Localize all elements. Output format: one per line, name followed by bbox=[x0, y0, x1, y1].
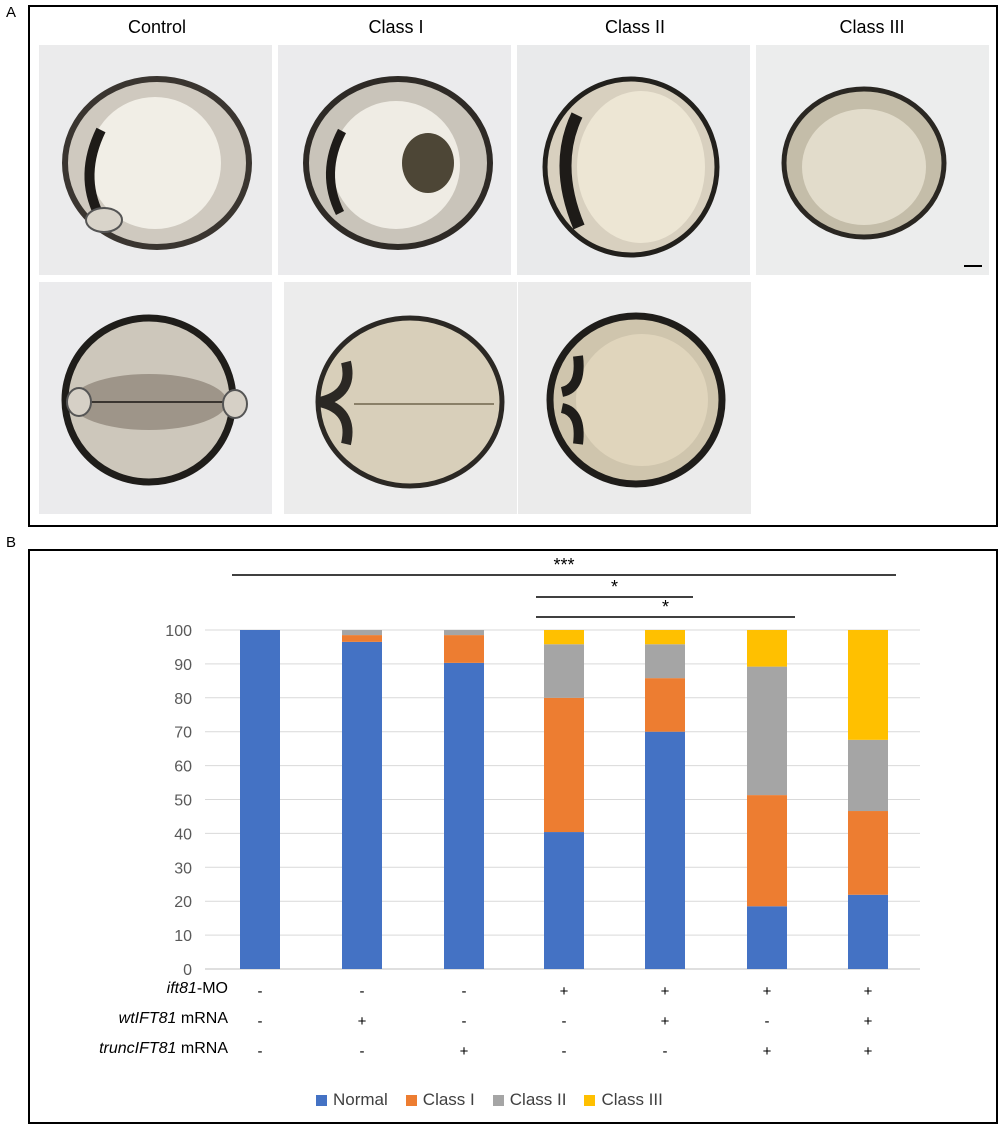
bar-segment-6-series-1 bbox=[747, 906, 787, 969]
condition-sign-row-2-col-5: + bbox=[661, 1013, 670, 1030]
significance-label-3: * bbox=[662, 597, 669, 617]
embryo-image-control-dorsal bbox=[39, 282, 272, 514]
condition-sign-row-3-col-2: - bbox=[360, 1043, 365, 1060]
y-tick-label-80: 80 bbox=[174, 691, 192, 708]
bar-segment-7-series-2 bbox=[848, 811, 888, 895]
condition-sign-row-3-col-5: - bbox=[663, 1043, 668, 1060]
embryo-image-control-lateral bbox=[39, 45, 272, 275]
condition-sign-row-1-col-7: + bbox=[864, 983, 873, 1000]
bar-segment-7-series-1 bbox=[848, 894, 888, 969]
legend-item-class-1: Class I bbox=[405, 1090, 475, 1110]
bar-segment-5-series-1 bbox=[645, 731, 685, 969]
column-label-control: Control bbox=[127, 17, 187, 37]
panel-a-letter: A bbox=[6, 4, 17, 21]
condition-label-ift81-mo-rest: -MO bbox=[196, 980, 228, 997]
bar-segment-2-series-2 bbox=[342, 635, 382, 642]
column-label-class-3: Class III bbox=[839, 17, 905, 37]
condition-sign-row-2-col-6: - bbox=[765, 1013, 770, 1030]
legend-swatch-normal bbox=[316, 1094, 327, 1106]
condition-sign-row-2-col-3: - bbox=[462, 1013, 467, 1030]
condition-label-trunc-ift81-mrna: truncIFT81 mRNA bbox=[28, 1040, 228, 1058]
panel-a: Control Class I Class II Class III bbox=[28, 5, 998, 527]
bar-segment-1-series-1 bbox=[240, 630, 280, 969]
condition-label-ift81-mo-italic: ift81 bbox=[166, 980, 197, 997]
bar-segment-6-series-2 bbox=[747, 795, 787, 907]
bar-segment-5-series-3 bbox=[645, 644, 685, 679]
significance-label-2: * bbox=[611, 577, 618, 597]
legend-item-class-2: Class II bbox=[492, 1090, 567, 1110]
y-tick-label-0: 0 bbox=[183, 962, 192, 979]
y-tick-label-70: 70 bbox=[174, 725, 192, 742]
condition-label-wt-ift81-italic: wtIFT81 bbox=[118, 1010, 177, 1027]
y-tick-label-100: 100 bbox=[165, 623, 192, 640]
bar-segment-7-series-4 bbox=[848, 630, 888, 740]
condition-sign-row-2-col-1: - bbox=[258, 1013, 263, 1030]
y-tick-label-50: 50 bbox=[174, 793, 192, 810]
y-tick-label-10: 10 bbox=[174, 928, 192, 945]
condition-label-wt-ift81-mrna: wtIFT81 mRNA bbox=[28, 1010, 228, 1028]
legend-label-class-3: Class III bbox=[601, 1090, 663, 1109]
condition-sign-row-1-col-2: - bbox=[360, 983, 365, 1000]
panel-b-letter: B bbox=[6, 534, 17, 551]
condition-sign-row-3-col-1: - bbox=[258, 1043, 263, 1060]
bar-segment-5-series-4 bbox=[645, 630, 685, 645]
bar-segment-3-series-3 bbox=[444, 630, 484, 636]
column-label-class-1: Class I bbox=[368, 17, 424, 37]
condition-sign-row-3-col-3: + bbox=[460, 1043, 469, 1060]
embryo-image-class-1-lateral bbox=[278, 45, 511, 275]
condition-label-wt-ift81-rest: mRNA bbox=[176, 1010, 228, 1027]
condition-sign-row-1-col-4: + bbox=[560, 983, 569, 1000]
bar-segment-2-series-1 bbox=[342, 641, 382, 969]
embryo-image-class-2-dorsal bbox=[518, 282, 751, 514]
significance-label-1: *** bbox=[553, 555, 574, 575]
legend-label-class-2: Class II bbox=[509, 1090, 567, 1109]
bar-segment-7-series-3 bbox=[848, 739, 888, 812]
condition-label-trunc-ift81-rest: mRNA bbox=[176, 1040, 228, 1057]
condition-sign-row-3-col-6: + bbox=[763, 1043, 772, 1060]
condition-sign-row-2-col-7: + bbox=[864, 1013, 873, 1030]
condition-label-trunc-ift81-italic: truncIFT81 bbox=[99, 1040, 177, 1057]
scale-bar bbox=[964, 265, 982, 267]
embryo-image-class-1-dorsal bbox=[284, 282, 517, 514]
condition-label-ift81-mo: ift81-MO bbox=[28, 980, 228, 998]
bar-segment-4-series-3 bbox=[544, 644, 584, 698]
legend-item-class-3: Class III bbox=[584, 1090, 663, 1110]
bar-segment-4-series-2 bbox=[544, 697, 584, 833]
condition-sign-row-1-col-3: - bbox=[462, 983, 467, 1000]
condition-sign-row-1-col-1: - bbox=[258, 983, 263, 1000]
bar-segment-2-series-3 bbox=[342, 630, 382, 636]
legend-swatch-class-1 bbox=[405, 1094, 417, 1106]
bar-segment-6-series-4 bbox=[747, 630, 787, 667]
column-label-class-2: Class II bbox=[604, 17, 665, 37]
bar-segment-3-series-2 bbox=[444, 635, 484, 663]
y-tick-label-20: 20 bbox=[174, 894, 192, 911]
y-tick-label-90: 90 bbox=[174, 657, 192, 674]
chart-legend: Normal Class I Class II Class III bbox=[316, 1090, 671, 1110]
legend-label-normal: Normal bbox=[333, 1090, 388, 1109]
legend-item-normal: Normal bbox=[316, 1090, 388, 1110]
panel-b bbox=[28, 549, 998, 1124]
y-tick-label-60: 60 bbox=[174, 759, 192, 776]
condition-sign-row-1-col-6: + bbox=[763, 983, 772, 1000]
condition-sign-row-3-col-4: - bbox=[562, 1043, 567, 1060]
bar-segment-5-series-2 bbox=[645, 678, 685, 732]
bar-segment-4-series-4 bbox=[544, 630, 584, 645]
embryo-image-class-2-lateral bbox=[517, 45, 750, 275]
legend-swatch-class-2 bbox=[492, 1094, 504, 1106]
bar-segment-4-series-1 bbox=[544, 832, 584, 969]
condition-sign-row-2-col-4: - bbox=[562, 1013, 567, 1030]
condition-sign-row-1-col-5: + bbox=[661, 983, 670, 1000]
bar-segment-6-series-3 bbox=[747, 666, 787, 796]
condition-sign-row-3-col-7: + bbox=[864, 1043, 873, 1060]
bar-segment-3-series-1 bbox=[444, 662, 484, 969]
y-tick-label-40: 40 bbox=[174, 826, 192, 843]
legend-swatch-class-3 bbox=[584, 1094, 596, 1106]
embryo-image-class-3-lateral bbox=[756, 45, 989, 275]
legend-label-class-1: Class I bbox=[422, 1090, 475, 1109]
y-tick-label-30: 30 bbox=[174, 860, 192, 877]
condition-sign-row-2-col-2: + bbox=[358, 1013, 367, 1030]
